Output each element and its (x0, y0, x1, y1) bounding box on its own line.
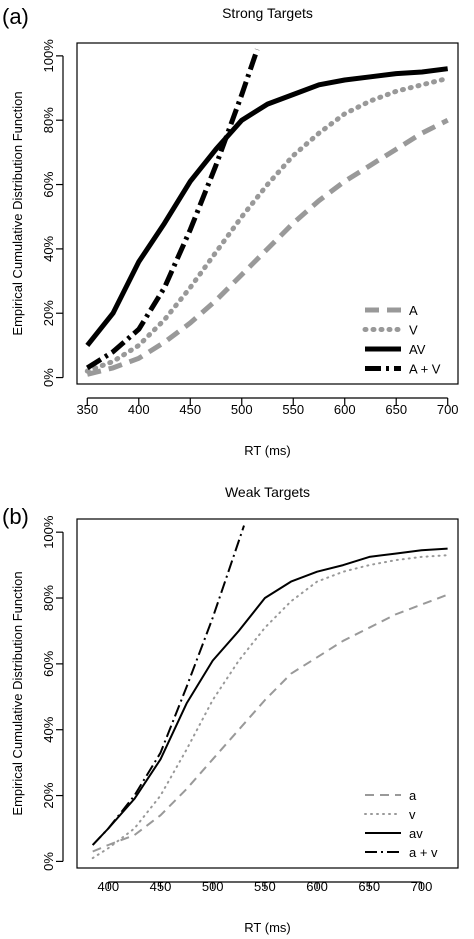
plot-frame (76, 42, 459, 385)
y-tick-label: 60% (41, 171, 56, 197)
y-tick-label: 20% (41, 300, 56, 326)
legend-label: V (409, 323, 418, 338)
y-tick-label: 100% (41, 39, 56, 73)
legend: AV AV A + V (362, 303, 441, 377)
series-line-av (91, 547, 448, 846)
x-axis-label: RT (ms) (244, 443, 290, 458)
x-tick-label: 550 (254, 879, 276, 894)
x-tick-label: 700 (411, 879, 433, 894)
x-axis-label: RT (ms) (244, 920, 290, 935)
panel-b: (b) Weak Targets 0% 20% 40% 60% 80% 100% 400 450 5… (2, 484, 459, 935)
legend-label: A + V (409, 362, 441, 377)
x-tick-label: 400 (128, 402, 150, 417)
y-tick-label: 40% (41, 235, 56, 261)
y-axis-label: Empirical Cumulative Distribution Functi… (10, 571, 25, 815)
x-tick-label: 600 (334, 402, 356, 417)
legend-label: av (409, 826, 423, 841)
legend-label: a + v (409, 845, 438, 860)
x-tick-label: 450 (150, 879, 172, 894)
x-tick-label: 450 (179, 402, 201, 417)
series-line-a (92, 593, 448, 853)
x-tick-label: 650 (385, 402, 407, 417)
y-tick-label: 40% (41, 716, 56, 742)
panel-label: (a) (2, 4, 29, 29)
legend-label: v (409, 807, 416, 822)
y-tick-label: 0% (41, 852, 56, 871)
x-tick-label: 700 (437, 402, 459, 417)
y-tick-label: 60% (41, 650, 56, 676)
y-tick-label: 0% (41, 368, 56, 387)
x-tick-label: 400 (97, 879, 119, 894)
y-tick-label: 80% (41, 585, 56, 611)
panel-label: (b) (2, 504, 29, 529)
series-line-v (91, 554, 449, 860)
legend: av av a + v (364, 788, 438, 860)
legend-label: a (409, 788, 417, 803)
series-line-av (85, 66, 449, 347)
legend-label: AV (409, 342, 426, 357)
x-tick-label: 500 (202, 879, 224, 894)
y-tick-label: 20% (41, 782, 56, 808)
x-tick-label: 600 (306, 879, 328, 894)
panel-a: (a) Strong Targets 0% 20% 40% 60% 80% 100% 350 40… (2, 4, 459, 458)
series-line-v (84, 75, 451, 374)
chart-title: Weak Targets (225, 484, 310, 500)
y-tick-label: 100% (41, 515, 56, 549)
x-tick-label: 350 (76, 402, 98, 417)
plot-frame (76, 518, 459, 869)
x-tick-label: 550 (282, 402, 304, 417)
legend-label: A (409, 303, 418, 318)
chart-title: Strong Targets (222, 5, 313, 21)
series-line-aplusv (85, 48, 260, 371)
series-line-a (86, 117, 449, 377)
x-tick-label: 500 (231, 402, 253, 417)
y-tick-label: 80% (41, 107, 56, 133)
x-tick-label: 650 (358, 879, 380, 894)
y-axis-label: Empirical Cumulative Distribution Functi… (10, 91, 25, 335)
series-line-aplusv (91, 525, 245, 846)
